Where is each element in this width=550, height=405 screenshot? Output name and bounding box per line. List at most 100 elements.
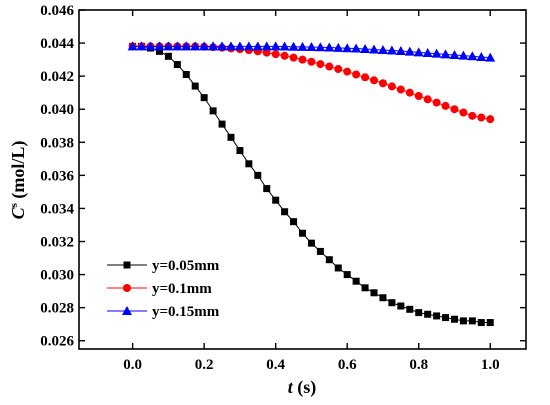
data-point (386, 45, 397, 55)
data-point (361, 73, 370, 82)
data-point (467, 51, 478, 61)
data-point (271, 50, 280, 59)
y-tick-label: 0.046 (40, 3, 74, 19)
data-point (163, 41, 174, 51)
data-point (361, 284, 369, 292)
data-point (154, 41, 165, 51)
data-point (262, 48, 271, 57)
data-point (370, 289, 378, 297)
data-point (307, 239, 315, 247)
data-point (388, 299, 396, 307)
data-point (450, 105, 459, 114)
data-point (281, 208, 289, 216)
data-point (458, 50, 469, 60)
data-point (272, 196, 280, 204)
x-axis-title: t (s) (288, 377, 317, 398)
data-point (325, 256, 333, 264)
y-tick-label: 0.032 (40, 235, 74, 251)
data-point (236, 147, 244, 155)
x-tick-label: 0.2 (195, 357, 214, 373)
data-point (360, 44, 371, 54)
data-point (252, 41, 263, 51)
x-tick-label: 0.8 (409, 357, 428, 373)
data-point (485, 52, 496, 62)
data-point (468, 317, 476, 325)
data-point (316, 60, 325, 69)
data-point (477, 113, 486, 122)
data-point (449, 49, 460, 59)
y-axis-title: Cs (mol/L) (8, 141, 29, 220)
data-point (217, 41, 228, 51)
legend-item: y=0.15mm (107, 304, 220, 320)
data-point (261, 41, 272, 51)
data-point (155, 47, 163, 55)
y-axis: 0.026 0.028 0.030 0.032 0.034 0.036 0.038 0.040… (40, 3, 526, 350)
data-point (459, 108, 468, 117)
data-point (377, 45, 388, 55)
data-point (351, 43, 362, 53)
data-point (433, 312, 441, 320)
data-point (307, 57, 316, 66)
series-triangle (127, 41, 496, 62)
y-tick-label: 0.042 (40, 69, 74, 85)
data-point (334, 65, 343, 74)
data-point (298, 55, 307, 64)
legend-marker (123, 261, 131, 269)
data-point (396, 85, 405, 94)
data-point (342, 43, 353, 53)
plot-frame (78, 9, 527, 350)
data-point (441, 101, 450, 110)
y-tick-label: 0.044 (40, 36, 74, 52)
data-point (468, 111, 477, 120)
y-tick-label: 0.028 (40, 301, 74, 317)
data-point (334, 264, 342, 272)
data-point (378, 79, 387, 88)
data-point (387, 82, 396, 91)
series-layer (127, 41, 496, 327)
x-axis: 0.0 0.2 0.4 0.6 0.8 1.0 (123, 10, 500, 373)
legend: y=0.05mm y=0.1mm y=0.15mm (107, 258, 220, 320)
data-point (440, 49, 451, 59)
data-point (343, 271, 351, 279)
legend-label: y=0.15mm (152, 304, 220, 320)
data-point (415, 309, 423, 317)
legend-item: y=0.1mm (107, 281, 212, 297)
data-point (315, 42, 326, 52)
data-point (397, 302, 405, 310)
data-point (190, 41, 201, 51)
y-tick-label: 0.040 (40, 102, 74, 118)
data-point (288, 41, 299, 51)
legend-marker (122, 306, 132, 315)
data-point (406, 305, 414, 313)
data-point (227, 133, 235, 141)
y-tick-label: 0.038 (40, 135, 74, 151)
data-point (423, 95, 432, 104)
data-point (404, 46, 415, 56)
data-point (263, 185, 271, 193)
data-point (424, 310, 432, 318)
data-point (172, 41, 183, 51)
data-point (316, 247, 324, 255)
data-point (245, 160, 253, 168)
data-point (306, 42, 317, 52)
data-point (164, 52, 172, 60)
data-point (414, 91, 423, 100)
data-point (370, 76, 379, 85)
x-tick-label: 0.4 (266, 357, 285, 373)
legend-label: y=0.05mm (152, 258, 220, 274)
data-point (234, 41, 245, 51)
legend-label: y=0.1mm (152, 281, 212, 297)
data-point (279, 41, 290, 51)
data-point (290, 218, 298, 226)
data-point (333, 42, 344, 52)
data-point (289, 53, 298, 62)
data-point (209, 107, 217, 115)
data-point (352, 70, 361, 79)
data-point (486, 319, 494, 327)
data-point (270, 41, 281, 51)
data-point (324, 42, 335, 52)
data-point (325, 62, 334, 71)
data-point (369, 44, 380, 54)
data-point (136, 41, 147, 51)
